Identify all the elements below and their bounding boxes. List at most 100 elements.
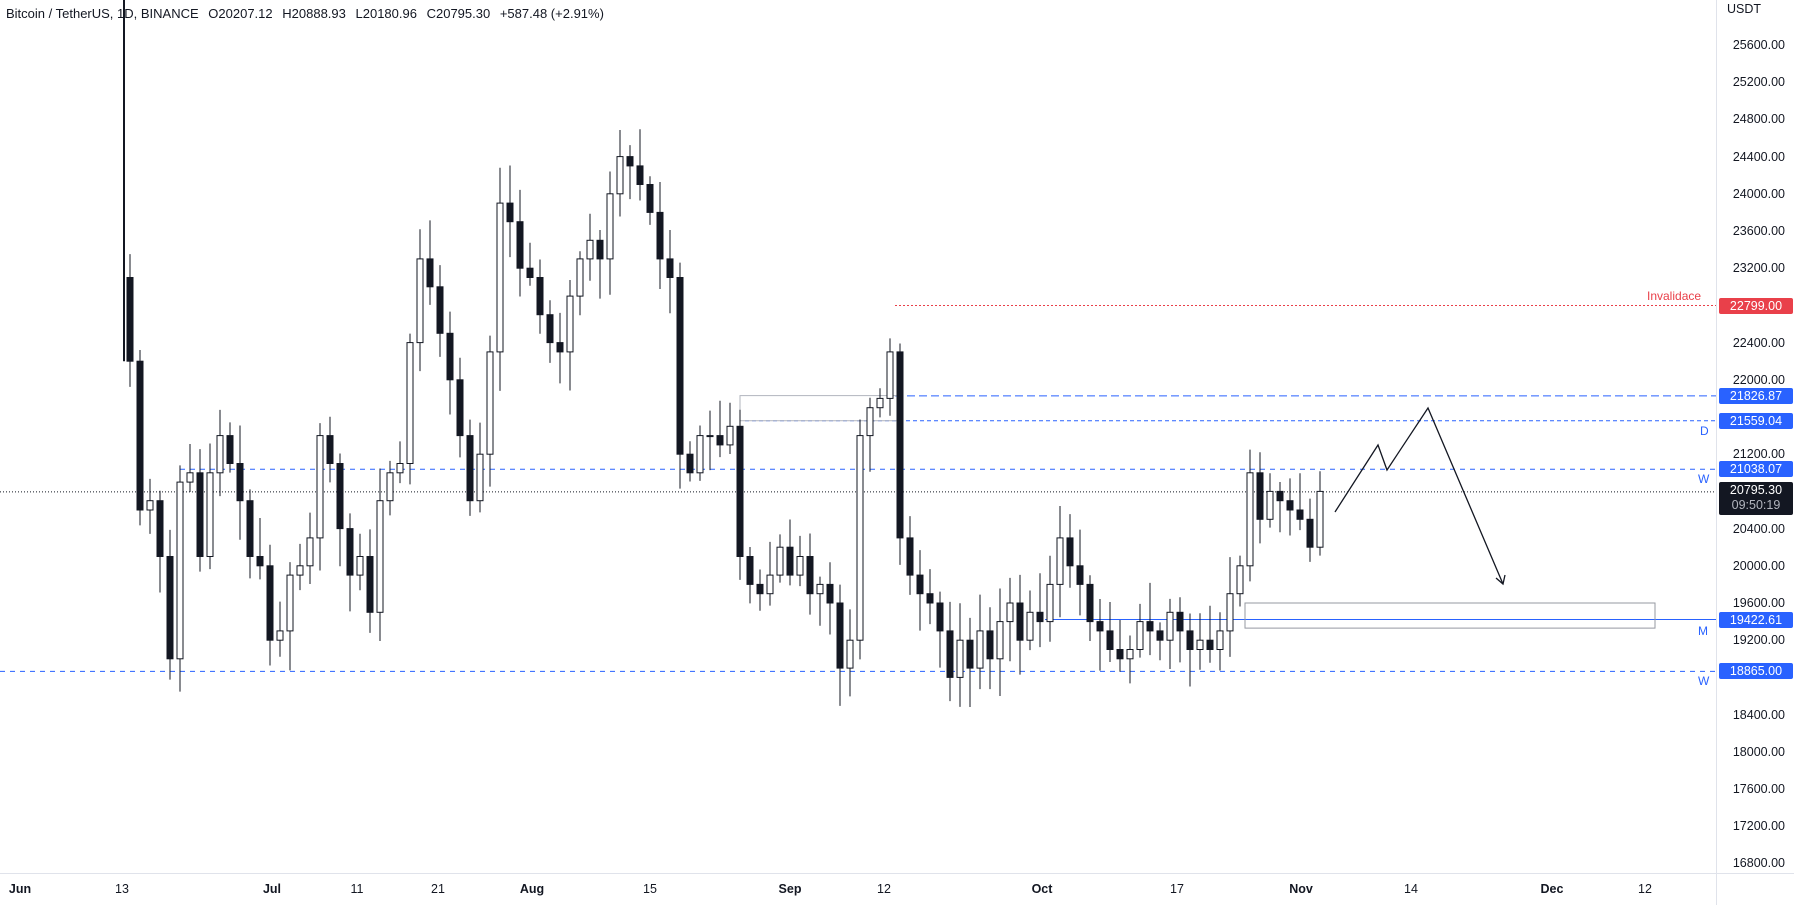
invalidace-label: Invalidace [1647,289,1702,303]
candle-body [336,463,344,530]
candle-body [1106,630,1114,651]
price-chart[interactable] [0,0,1716,873]
chart-pane[interactable]: Bitcoin / TetherUS, 1D, BINANCE O20207.1… [0,0,1716,873]
bar-countdown: 09:50:19 [1731,498,1781,512]
candle-body [726,425,734,446]
price-tick: 25200.00 [1732,75,1785,90]
candle-body [476,453,484,502]
price-tick: 19600.00 [1732,596,1785,610]
candle-body [356,556,364,576]
candle-body [1146,621,1154,632]
candle-body [1186,630,1194,651]
time-label: Jun [8,882,32,896]
candle-body [456,379,464,437]
time-axis[interactable]: Jun 13 Jul 11 21 Aug 15 Sep 12 Oct 17 Nov 14 Dec 12 [0,873,1716,905]
price-tick: 18400.00 [1732,707,1785,722]
time-label: 12 [877,882,891,896]
candle-body [556,342,564,353]
level-w2-label: W [1698,674,1710,688]
candle-body [716,435,724,446]
candle-body [176,481,184,660]
candle-body [886,351,894,399]
candle-body [816,583,824,595]
candle-body [496,202,504,353]
candle-body [126,277,134,362]
candle-body [166,556,174,660]
candle-body [856,435,864,641]
candle-body [1156,630,1164,641]
current-price-value: 20795.30 [1729,483,1783,497]
candle-body [796,556,804,576]
legend-close: C20795.30 [426,6,491,21]
candle-body [666,258,674,278]
candle-body [1126,649,1134,660]
legend-open: O20207.12 [208,6,273,21]
time-label: 14 [1404,882,1418,896]
candle-body [1116,649,1124,660]
candle-body [236,463,244,502]
candle-body [1226,593,1234,632]
candle-body [896,351,904,539]
legend-change: +587.48 (+2.91%) [499,6,604,21]
candle-body [756,583,764,595]
candle-body [686,453,694,474]
candle-body [526,267,534,279]
level-price-label-2: 21559.04 [1719,413,1793,429]
candle-body [646,184,654,213]
symbol-title[interactable]: Bitcoin / TetherUS, 1D, BINANCE [6,6,199,21]
price-tick: 19200.00 [1732,633,1785,648]
price-axis[interactable]: USDT 25600.00 25200.00 24800.00 24400.00 240… [1716,0,1794,873]
candle-body [326,435,334,465]
level-price-label-5: 18865.00 [1719,663,1793,679]
supply-zone [739,395,901,422]
candle-body [266,565,274,641]
time-label: Sep [778,882,802,896]
candle-body [876,397,884,409]
projection-arrowhead [1495,574,1506,586]
candle-body [866,407,874,437]
candle-body [1276,490,1284,502]
candle-body [316,435,324,539]
time-label: Oct [1031,882,1053,896]
candle-body [676,277,684,455]
candle-body [376,500,384,613]
candle-body [1246,472,1254,567]
candle-body [1006,602,1014,623]
candle-body [956,639,964,678]
candle-body [396,463,404,474]
candle-body [426,258,434,288]
level-d-label: D [1700,424,1709,438]
price-tick: 22000.00 [1732,372,1785,387]
candle-body [296,565,304,576]
candle-body [1196,639,1204,651]
time-label: 11 [350,882,364,896]
candle-body [436,286,444,334]
candle-body [1306,518,1314,548]
legend-high: H20888.93 [282,6,346,21]
candle-body [976,630,984,669]
candle-body [1086,583,1094,623]
candle-body [156,500,164,558]
candle-body [926,593,934,604]
candle-body [306,537,314,567]
projection-path [1334,406,1504,585]
candle-body [746,556,754,585]
price-tick: 24000.00 [1732,186,1785,201]
candle-body [626,156,634,167]
candle-body [546,314,554,344]
time-label: Aug [519,882,545,896]
time-label: 21 [431,882,445,896]
candle-body [1046,583,1054,623]
price-tick: 20400.00 [1732,521,1785,536]
candle-body [1096,621,1104,632]
candle-body [1206,639,1214,651]
candle-body [1066,537,1074,567]
candle-body [406,342,414,465]
price-tick: 17200.00 [1732,819,1785,834]
candle-body [606,193,614,260]
candle-body [1056,537,1064,585]
current-price-label: 20795.30 09:50:19 [1719,482,1793,515]
price-tick: 21200.00 [1732,447,1785,462]
candle-body [206,472,214,557]
candle-body [736,425,744,557]
